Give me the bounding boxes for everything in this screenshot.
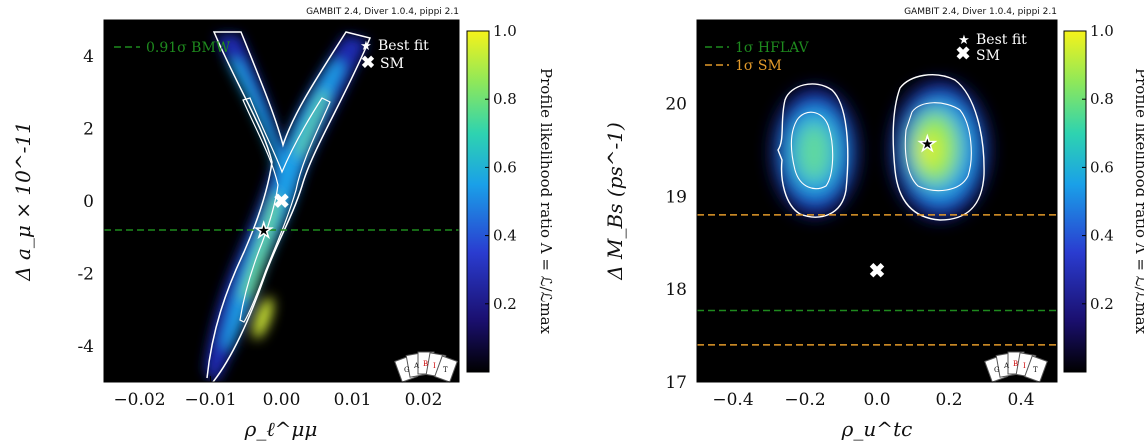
right-header: GAMBIT 2.4, Diver 1.0.4, pippi 2.1	[904, 7, 1057, 17]
svg-text:B: B	[1013, 360, 1018, 368]
left-colorbar	[466, 30, 490, 373]
left-panel: GAMBIT 2.4, Diver 1.0.4, pippi 2.1	[11, 7, 555, 441]
colorbar-tick-label: 0.4	[493, 227, 517, 245]
left-legend: 0.91σ BMW	[114, 40, 231, 56]
x-tick-label: −0.2	[784, 390, 825, 410]
right-x-axis-label: ρ_u^tc	[841, 417, 913, 441]
x-tick-label: 0.01	[334, 390, 372, 410]
y-tick-label: 17	[665, 373, 687, 393]
y-tick-label: -4	[77, 337, 94, 357]
x-tick-label: 0.02	[405, 390, 443, 410]
left-x-axis: −0.02 −0.01 0.00 0.01 0.02	[113, 20, 442, 410]
y-tick-label: 18	[665, 280, 687, 300]
right-colorbar	[1063, 30, 1087, 373]
svg-text:B: B	[423, 360, 428, 368]
y-tick-label: 19	[665, 187, 687, 207]
colorbar-tick-label: 0.6	[493, 158, 517, 176]
legend-label-best-fit: Best fit	[976, 32, 1027, 48]
legend-label-hflav: 1σ HFLAV	[735, 40, 810, 56]
right-x-axis: −0.4 −0.2 0.0 0.2 0.4	[712, 20, 1035, 410]
svg-text:I: I	[433, 362, 436, 370]
x-tick-label: 0.4	[1007, 390, 1034, 410]
y-tick-label: 0	[83, 192, 94, 212]
sm-cross-icon: ✖	[273, 189, 290, 213]
right-y-axis-label: Δ M_Bs (ps^-1)	[603, 122, 627, 281]
right-marker-legend: ★ Best fit SM	[958, 32, 1027, 64]
right-colorbar-label: Profile likelihood ratio Λ = ℒ/ℒmax	[1132, 68, 1144, 334]
best-fit-star-icon: ★	[255, 218, 273, 242]
x-tick-label: 0.2	[935, 390, 962, 410]
right-y-axis: 17 18 19 20	[665, 95, 1057, 393]
legend-label-sm-band: 1σ SM	[735, 58, 782, 74]
sm-cross-icon-topright: ✖	[955, 44, 970, 65]
left-marker-legend: ★ Best fit ✖ SM	[360, 38, 429, 73]
legend-label-best-fit: Best fit	[378, 38, 429, 54]
x-tick-label: −0.4	[712, 390, 753, 410]
colorbar-tick-label: 0.8	[1090, 90, 1114, 108]
x-tick-label: −0.01	[184, 390, 236, 410]
legend-star-icon: ★	[360, 39, 372, 54]
colorbar-tick-label: 0.6	[1090, 158, 1114, 176]
right-plot-background	[697, 20, 1057, 382]
right-colorbar-ticks: 0.2 0.4 0.6 0.8 1.0	[1082, 22, 1114, 313]
colorbar-tick-label: 0.2	[1090, 295, 1114, 313]
x-tick-label: 0.0	[863, 390, 890, 410]
y-tick-label: -2	[77, 264, 94, 284]
legend-cross-icon: ✖	[361, 53, 375, 73]
colorbar-tick-label: 1.0	[1090, 22, 1114, 40]
svg-text:T: T	[443, 366, 448, 374]
right-panel: GAMBIT 2.4, Diver 1.0.4, pippi 2.1	[603, 7, 1144, 441]
x-tick-label: 0.00	[263, 390, 301, 410]
colorbar-tick-label: 1.0	[493, 22, 517, 40]
right-legend: 1σ HFLAV 1σ SM	[705, 40, 810, 74]
x-tick-label: −0.02	[113, 390, 165, 410]
sm-cross-icon: ✖	[869, 259, 886, 283]
colorbar-tick-label: 0.4	[1090, 227, 1114, 245]
svg-text:G: G	[994, 366, 1000, 374]
colorbar-tick-label: 0.8	[493, 90, 517, 108]
left-x-axis-label: ρ_ℓ^μμ	[244, 417, 318, 441]
colorbar-tick-label: 0.2	[493, 295, 517, 313]
legend-star-icon: ★	[958, 33, 970, 48]
legend-label-bmw: 0.91σ BMW	[146, 40, 231, 56]
svg-text:A: A	[1003, 362, 1010, 370]
svg-text:I: I	[1023, 362, 1026, 370]
svg-text:T: T	[1033, 366, 1038, 374]
left-heatmap	[205, 31, 372, 382]
y-tick-label: 2	[83, 120, 94, 140]
left-colorbar-label: Profile likelihood ratio Λ = ℒ/ℒmax	[537, 68, 555, 334]
svg-text:A: A	[413, 362, 420, 370]
svg-text:G: G	[404, 366, 410, 374]
legend-label-sm: SM	[976, 48, 1000, 64]
left-y-axis: -4 -2 0 2 4	[77, 47, 459, 357]
left-header: GAMBIT 2.4, Diver 1.0.4, pippi 2.1	[306, 7, 459, 17]
y-tick-label: 4	[83, 47, 94, 67]
best-fit-star-icon: ★	[918, 131, 936, 155]
y-tick-label: 20	[665, 95, 687, 115]
legend-label-sm: SM	[380, 56, 404, 72]
left-y-axis-label: Δ a_μ × 10^-11	[11, 121, 35, 282]
left-colorbar-ticks: 0.2 0.4 0.6 0.8 1.0	[485, 22, 517, 313]
right-heatmap	[773, 74, 988, 221]
